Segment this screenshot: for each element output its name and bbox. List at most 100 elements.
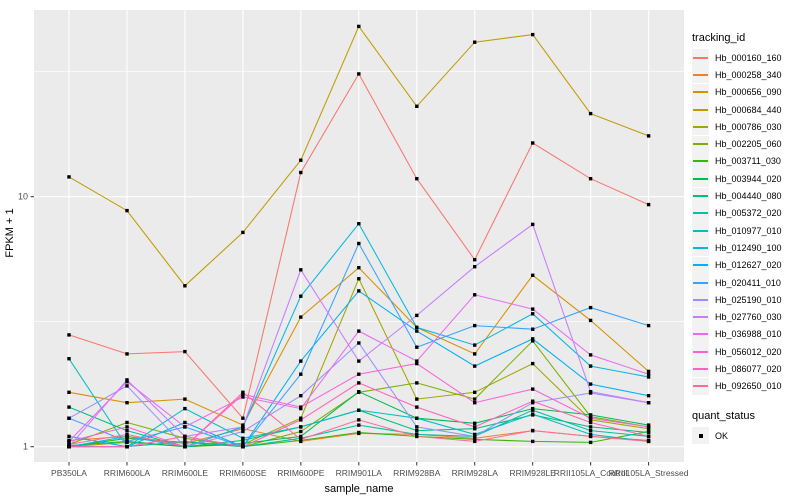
legend-item: Hb_020411_010 xyxy=(692,274,800,291)
legend-key-swatch xyxy=(692,256,709,274)
legend-item-label: Hb_092650_010 xyxy=(715,381,782,392)
data-point xyxy=(531,408,535,412)
data-point xyxy=(67,405,71,409)
legend-key-swatch xyxy=(692,222,709,240)
legend-item-label: Hb_012627_020 xyxy=(715,260,782,271)
data-point xyxy=(473,265,477,269)
legend-quant-status: quant_status OK xyxy=(692,409,800,445)
data-point xyxy=(588,111,593,116)
data-point xyxy=(241,395,245,399)
data-point xyxy=(357,418,361,422)
data-point xyxy=(183,349,187,354)
data-point xyxy=(415,361,419,366)
legend-item-label: Hb_036988_010 xyxy=(715,329,782,340)
legend-key-swatch xyxy=(692,377,709,395)
data-point xyxy=(588,177,593,181)
data-points xyxy=(67,24,651,449)
data-point xyxy=(183,445,187,449)
data-point xyxy=(299,437,303,442)
data-point xyxy=(473,421,477,425)
legend-item-label: Hb_025190_010 xyxy=(715,294,782,305)
legend-key-swatch xyxy=(692,152,709,170)
data-point xyxy=(183,397,187,401)
data-point xyxy=(473,425,477,429)
data-point xyxy=(357,24,361,29)
data-point xyxy=(415,425,419,429)
data-point xyxy=(299,394,303,398)
data-point xyxy=(183,434,187,439)
data-point xyxy=(588,432,593,437)
data-point xyxy=(415,416,419,420)
data-point xyxy=(588,382,593,386)
data-point xyxy=(357,266,361,270)
legend-line-icon xyxy=(693,264,708,267)
legend-item-label: Hb_000258_340 xyxy=(715,69,782,80)
legend-line-icon xyxy=(693,281,708,284)
legend-key-swatch xyxy=(692,101,709,119)
legend-item-label: Hb_086077_020 xyxy=(715,363,782,374)
data-point xyxy=(588,420,593,425)
x-tick-label: RRIM928BA xyxy=(393,468,441,478)
legend-item: Hb_003711_030 xyxy=(692,152,800,170)
legend-title-tracking-id: tracking_id xyxy=(692,32,746,44)
data-point xyxy=(357,359,361,363)
data-point xyxy=(299,418,303,422)
data-point xyxy=(299,315,303,319)
legend-item: Hb_036988_010 xyxy=(692,325,800,343)
data-point xyxy=(588,418,593,422)
legend-item-label: Hb_012490_100 xyxy=(715,242,782,253)
x-tick-label: RRIM600LA xyxy=(104,468,151,478)
data-point xyxy=(646,134,651,138)
legend-key-swatch xyxy=(692,66,709,84)
data-point xyxy=(241,425,245,429)
legend-line-icon xyxy=(693,385,708,388)
data-point xyxy=(357,423,361,427)
data-point xyxy=(357,277,361,281)
legend-key-swatch xyxy=(692,291,709,309)
legend-key-swatch xyxy=(692,135,709,153)
data-point xyxy=(473,397,477,401)
data-point xyxy=(67,434,71,439)
data-point xyxy=(125,445,129,449)
data-point xyxy=(473,258,477,262)
data-point xyxy=(299,425,303,429)
data-point xyxy=(299,429,303,434)
x-tick-label: RRIM901LA xyxy=(336,468,383,478)
legend-item-label: Hb_003944_020 xyxy=(715,173,782,184)
quant-legend-item: OK xyxy=(692,427,800,445)
data-point xyxy=(241,423,245,427)
data-point xyxy=(125,208,129,213)
data-point xyxy=(299,434,303,439)
legend-title-quant-status: quant_status xyxy=(692,409,755,422)
legend-line-icon xyxy=(693,367,708,370)
legend-line-icon xyxy=(693,246,708,249)
data-point xyxy=(67,445,71,449)
legend-item-label: Hb_005372_020 xyxy=(715,208,782,219)
data-point xyxy=(357,381,361,385)
data-point xyxy=(415,434,419,439)
legend-item-label: Hb_027760_030 xyxy=(715,312,782,323)
data-point xyxy=(67,442,71,447)
legend-line-icon xyxy=(693,143,708,146)
data-point xyxy=(531,361,535,366)
data-point xyxy=(415,329,419,333)
data-point xyxy=(241,429,245,434)
y-tick-label: 1 xyxy=(23,442,28,452)
data-point xyxy=(531,327,535,331)
data-point xyxy=(415,405,419,409)
data-point xyxy=(531,32,535,37)
data-point xyxy=(125,380,129,384)
data-point xyxy=(67,439,71,444)
quant-item-label: OK xyxy=(715,430,729,441)
legend-line-icon xyxy=(693,73,708,76)
legend-line-icon xyxy=(693,229,708,232)
data-point xyxy=(357,72,361,76)
data-point xyxy=(357,408,361,412)
legend-key-swatch xyxy=(692,49,709,67)
data-point xyxy=(531,439,535,444)
data-point xyxy=(646,430,651,435)
data-point xyxy=(299,405,303,409)
legend-key-swatch xyxy=(692,325,709,343)
data-point xyxy=(473,323,477,328)
